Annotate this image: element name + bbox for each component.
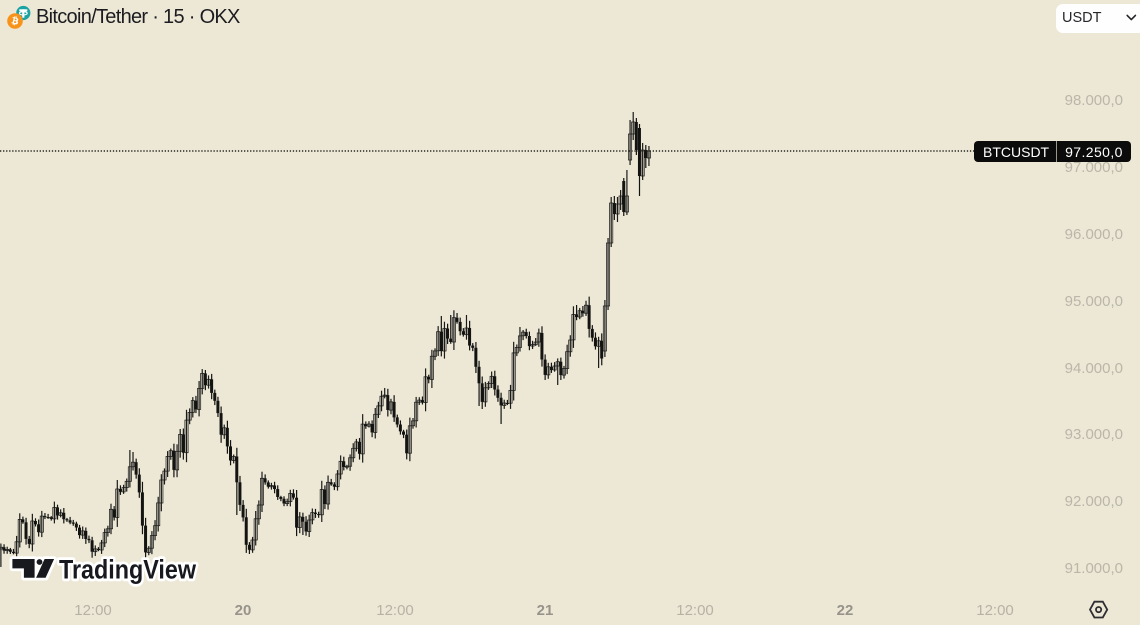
svg-text:TradingView: TradingView	[59, 555, 197, 585]
svg-text:TradingView: TradingView	[59, 555, 197, 585]
